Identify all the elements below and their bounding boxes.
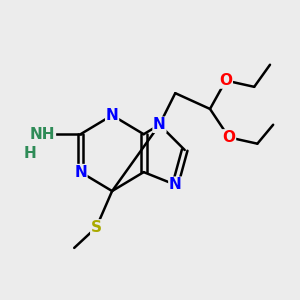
Text: N: N (153, 117, 166, 132)
Text: O: O (219, 73, 232, 88)
Text: N: N (169, 177, 182, 192)
Text: N: N (106, 108, 118, 123)
Text: NH: NH (30, 127, 56, 142)
Text: S: S (91, 220, 102, 235)
Text: H: H (24, 146, 36, 161)
Text: O: O (222, 130, 236, 145)
Text: N: N (74, 165, 87, 180)
